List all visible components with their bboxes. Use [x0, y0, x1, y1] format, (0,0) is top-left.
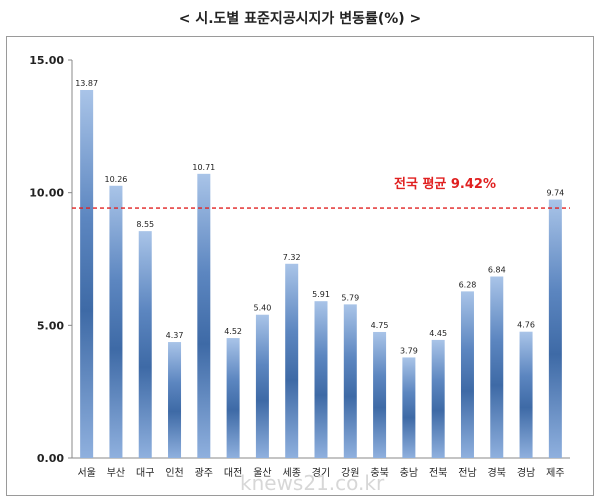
x-tick-label: 광주	[195, 467, 213, 479]
bar	[80, 89, 94, 458]
average-label: 전국 평균 9.42%	[394, 176, 496, 192]
bar	[168, 342, 182, 458]
y-tick-label: 5.00	[37, 319, 64, 332]
data-label: 3.79	[400, 346, 418, 355]
bar	[285, 263, 299, 458]
chart-title: < 시.도별 표준지공시지가 변동률(%) >	[178, 11, 422, 27]
data-label: 6.28	[459, 280, 477, 289]
data-label: 5.79	[341, 293, 359, 302]
bar	[314, 301, 328, 458]
x-tick-label: 충북	[370, 467, 388, 479]
x-tick-label: 전남	[458, 467, 476, 479]
x-tick-label: 경북	[488, 466, 506, 479]
bars-group	[80, 89, 562, 458]
x-tick-label: 서울	[77, 467, 95, 479]
y-tick-label: 15.00	[29, 54, 64, 67]
data-label: 9.74	[546, 189, 564, 198]
x-tick-label: 울산	[253, 467, 271, 479]
data-label: 4.76	[517, 321, 535, 330]
bar	[519, 331, 533, 458]
bar	[373, 331, 387, 458]
bar	[460, 291, 474, 458]
bar	[226, 338, 240, 458]
x-tick-label: 경남	[517, 466, 535, 479]
labels-group: 13.87 서울 10.26 부산 8.55 대구 4.37 인천 10.71 광주 4.52 대전 5…	[75, 79, 564, 479]
x-tick-label: 충남	[400, 467, 418, 479]
data-label: 4.75	[371, 321, 389, 330]
bar	[490, 276, 504, 458]
x-tick-label: 제주	[546, 467, 564, 479]
x-tick-label: 세종	[283, 467, 301, 479]
data-label: 6.84	[488, 266, 506, 275]
data-label: 4.45	[429, 329, 447, 338]
data-label: 4.37	[166, 331, 184, 340]
bar	[109, 185, 123, 458]
x-tick-label: 부산	[107, 467, 125, 479]
bar	[431, 339, 445, 458]
bar	[548, 199, 562, 458]
bar	[138, 231, 152, 458]
bar	[255, 314, 269, 458]
bar	[402, 357, 416, 458]
data-label: 13.87	[75, 79, 98, 88]
x-tick-label: 강원	[341, 467, 359, 479]
data-label: 7.32	[283, 253, 301, 262]
bar	[343, 304, 357, 458]
watermark: knews21.co.kr	[240, 471, 385, 495]
data-label: 5.91	[312, 290, 330, 299]
data-label: 10.71	[192, 163, 215, 172]
x-tick-label: 전북	[429, 467, 447, 479]
data-label: 8.55	[136, 220, 154, 229]
reference-line-group: 전국 평균 9.42%	[72, 176, 570, 209]
x-tick-label: 대구	[136, 467, 154, 479]
y-tick-label: 10.00	[29, 187, 64, 200]
x-tick-label: 대전	[224, 467, 242, 479]
data-label: 10.26	[104, 175, 127, 184]
data-label: 5.40	[254, 304, 272, 313]
bar	[197, 173, 211, 458]
axes-group: 0.00 5.00 10.00 15.00	[29, 54, 570, 465]
y-tick-label: 0.00	[37, 452, 64, 465]
x-tick-label: 경기	[312, 466, 330, 479]
x-tick-label: 인천	[165, 467, 183, 479]
data-label: 4.52	[224, 327, 242, 336]
